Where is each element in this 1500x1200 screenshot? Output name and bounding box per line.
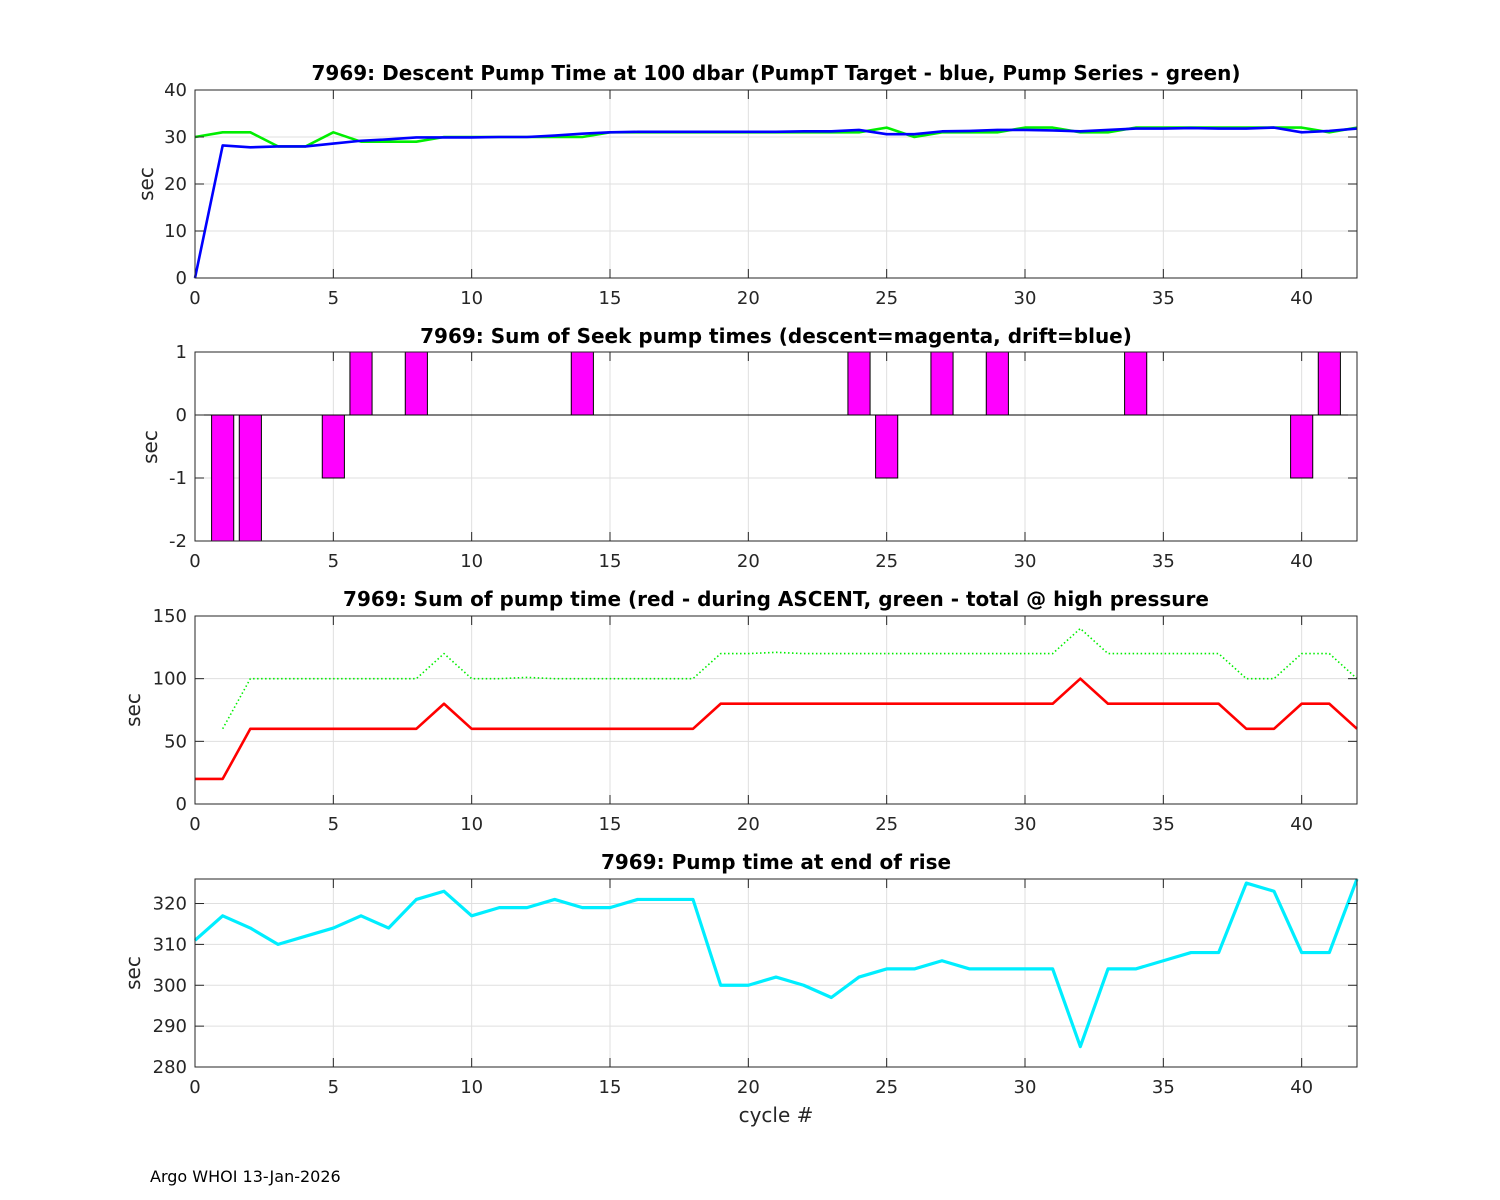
x-tick-label: 0 — [189, 814, 200, 835]
bar — [930, 351, 954, 416]
bar — [847, 351, 871, 416]
x-tick-label: 30 — [1014, 288, 1037, 309]
chart-title: 7969: Pump time at end of rise — [601, 850, 951, 874]
x-tick-label: 10 — [460, 814, 483, 835]
series-line — [193, 878, 1359, 1049]
x-tick-label: 35 — [1152, 1077, 1175, 1098]
x-tick-label: 15 — [599, 814, 622, 835]
x-tick-label: 30 — [1014, 814, 1037, 835]
y-axis-label: sec — [121, 956, 145, 990]
x-tick-label: 20 — [737, 288, 760, 309]
footer-credit: Argo WHOI 13-Jan-2026 — [150, 1167, 341, 1186]
x-tick-label: 0 — [189, 551, 200, 572]
axes-box — [194, 878, 1358, 1068]
x-tick-label: 10 — [460, 1077, 483, 1098]
y-axis-label: sec — [138, 430, 162, 464]
x-tick-label: 40 — [1290, 551, 1313, 572]
axes-box — [194, 351, 1358, 542]
x-tick-label: 25 — [875, 1077, 898, 1098]
y-tick-label: -2 — [169, 531, 187, 552]
bar — [211, 414, 235, 542]
y-axis-label: sec — [121, 693, 145, 727]
axes-box — [194, 615, 1358, 805]
y-tick-label: 300 — [153, 975, 187, 996]
series-line — [195, 677, 1358, 781]
x-tick-label: 40 — [1290, 1077, 1313, 1098]
x-tick-label: 15 — [599, 1077, 622, 1098]
series-line — [193, 126, 1358, 279]
bar — [875, 414, 899, 479]
y-tick-label: 20 — [164, 174, 187, 195]
y-tick-label: 290 — [153, 1016, 187, 1037]
y-tick-label: 150 — [153, 606, 187, 627]
x-tick-label: 5 — [328, 814, 339, 835]
x-tick-label: 20 — [737, 1077, 760, 1098]
y-tick-label: 0 — [176, 405, 187, 426]
x-tick-label: 20 — [737, 814, 760, 835]
bar — [1124, 351, 1148, 416]
bar — [570, 351, 594, 416]
y-tick-label: 30 — [164, 127, 187, 148]
x-tick-label: 30 — [1014, 551, 1037, 572]
chart-title: 7969: Sum of Seek pump times (descent=ma… — [420, 324, 1132, 348]
bar — [321, 414, 345, 479]
bar — [1317, 351, 1341, 416]
x-tick-label: 25 — [875, 551, 898, 572]
y-axis-label: sec — [134, 167, 158, 201]
x-tick-label: 15 — [599, 551, 622, 572]
bar — [349, 351, 373, 416]
y-tick-label: 10 — [164, 221, 187, 242]
x-tick-label: 5 — [328, 288, 339, 309]
y-tick-label: 280 — [153, 1057, 187, 1078]
x-tick-label: 35 — [1152, 288, 1175, 309]
y-tick-label: 0 — [176, 268, 187, 289]
x-tick-label: 10 — [460, 288, 483, 309]
x-tick-label: 35 — [1152, 551, 1175, 572]
bar — [404, 351, 428, 416]
y-tick-label: 0 — [176, 794, 187, 815]
x-tick-label: 20 — [737, 551, 760, 572]
plot-area — [195, 879, 1357, 1067]
y-tick-label: 100 — [153, 669, 187, 690]
x-tick-label: 0 — [189, 1077, 200, 1098]
x-tick-label: 25 — [875, 814, 898, 835]
panel-sum-pump-time: 7969: Sum of pump time (red - during ASC… — [121, 587, 1358, 835]
y-tick-label: 310 — [153, 934, 187, 955]
x-tick-label: 15 — [599, 288, 622, 309]
panel-end-of-rise: 7969: Pump time at end of rise sec cycle… — [121, 850, 1359, 1127]
y-tick-label: -1 — [169, 468, 187, 489]
x-tick-label: 35 — [1152, 814, 1175, 835]
y-tick-label: 50 — [164, 731, 187, 752]
plot-area — [195, 616, 1357, 804]
x-tick-label: 5 — [328, 1077, 339, 1098]
x-tick-label: 0 — [189, 288, 200, 309]
x-tick-label: 5 — [328, 551, 339, 572]
chart-title: 7969: Descent Pump Time at 100 dbar (Pum… — [312, 61, 1241, 85]
chart-title: 7969: Sum of pump time (red - during ASC… — [343, 587, 1209, 611]
y-tick-label: 320 — [153, 894, 187, 915]
y-tick-label: 1 — [176, 342, 187, 363]
x-axis-label: cycle # — [739, 1103, 814, 1127]
panel-seek-pump-times: 7969: Sum of Seek pump times (descent=ma… — [138, 324, 1358, 572]
bar — [1290, 414, 1314, 479]
x-tick-label: 30 — [1014, 1077, 1037, 1098]
x-tick-label: 40 — [1290, 814, 1313, 835]
x-tick-label: 10 — [460, 551, 483, 572]
panel-descent-pump-time: 7969: Descent Pump Time at 100 dbar (Pum… — [134, 61, 1358, 309]
bar — [238, 414, 262, 542]
y-tick-label: 40 — [164, 80, 187, 101]
bar — [985, 351, 1009, 416]
x-tick-label: 25 — [875, 288, 898, 309]
x-tick-label: 40 — [1290, 288, 1313, 309]
